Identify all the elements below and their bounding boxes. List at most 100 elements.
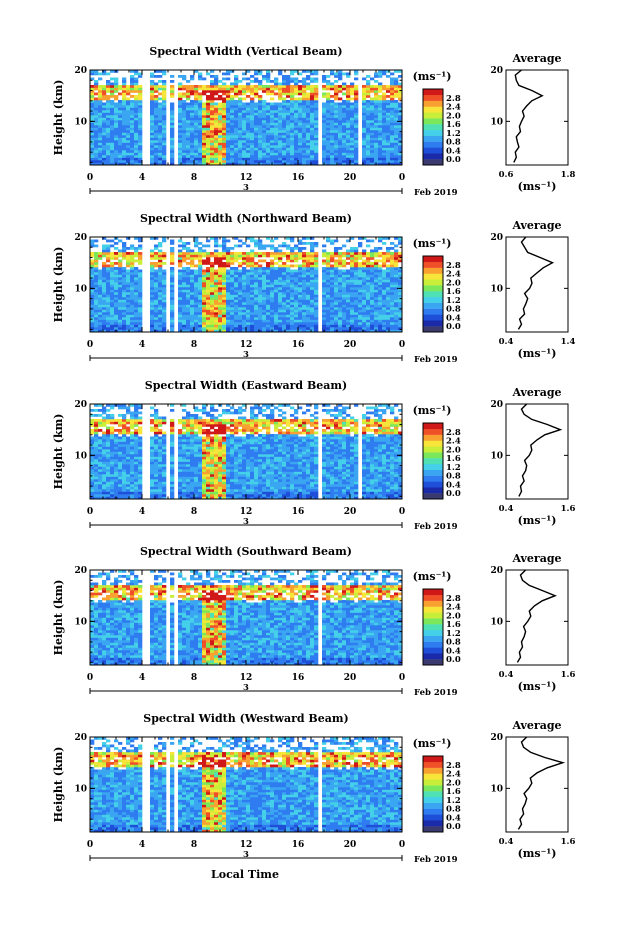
average-y-tick-label: 10	[490, 784, 503, 794]
day-label: 3	[243, 350, 249, 360]
y-axis-label: Height (km)	[52, 414, 65, 490]
x-tick-label: 0	[87, 673, 93, 683]
x-tick-label: 0	[87, 173, 93, 183]
colorbar-tick-label: 2.0	[446, 445, 461, 455]
average-x-tick-label: 0.4	[499, 337, 514, 347]
colorbar-tick-label: 2.0	[446, 278, 461, 288]
colorbar-swatch	[423, 440, 443, 447]
colorbar-swatch	[423, 326, 443, 333]
colorbar-swatch	[423, 100, 443, 107]
x-tick-label: 12	[240, 340, 253, 350]
average-title: Average	[511, 386, 561, 399]
colorbar: (ms⁻¹) 0.00.40.81.21.62.02.42.8	[413, 237, 461, 333]
average-frame	[505, 69, 569, 166]
panel-4: Spectral Width (Southward Beam) 10 20 Heigh…	[52, 545, 575, 698]
colorbar-tick-label: 2.0	[446, 611, 461, 621]
heatmap	[90, 70, 403, 166]
colorbar-swatch	[423, 469, 443, 476]
average-x-label: (ms⁻¹)	[518, 347, 557, 360]
x-tick-label: 0	[399, 673, 405, 683]
heatmap	[90, 404, 403, 500]
colorbar-tick-label: 2.8	[446, 594, 461, 604]
colorbar-tick-label: 0.8	[446, 138, 461, 148]
colorbar-tick-label: 2.0	[446, 111, 461, 121]
date-label: Feb 2019	[414, 688, 458, 698]
colorbar-tick-label: 1.2	[446, 629, 461, 639]
average-title: Average	[511, 719, 561, 732]
heatmap	[90, 237, 403, 333]
colorbar-swatch	[423, 423, 443, 430]
colorbar-tick-label: 2.4	[446, 103, 461, 113]
colorbar-tick-label: 0.8	[446, 638, 461, 648]
y-axis-label: Height (km)	[52, 580, 65, 656]
colorbar-swatch	[423, 653, 443, 660]
colorbar-unit: (ms⁻¹)	[413, 570, 452, 583]
date-label: Feb 2019	[414, 522, 458, 532]
colorbar-swatch	[423, 285, 443, 292]
x-tick-label: 8	[191, 173, 197, 183]
colorbar-swatch	[423, 820, 443, 827]
colorbar-unit: (ms⁻¹)	[413, 404, 452, 417]
colorbar-tick-label: 0.0	[446, 822, 461, 832]
y-tick-label: 20	[74, 733, 87, 743]
colorbar-unit: (ms⁻¹)	[413, 237, 452, 250]
colorbar-tick-label: 0.0	[446, 155, 461, 165]
average-y-tick-label: 20	[490, 400, 503, 410]
colorbar-swatch	[423, 589, 443, 596]
average-frame	[505, 569, 569, 666]
x-tick-label: 0	[87, 507, 93, 517]
colorbar-swatch	[423, 112, 443, 119]
y-tick-label: 10	[74, 284, 87, 294]
colorbar-swatch	[423, 463, 443, 470]
colorbar-swatch	[423, 118, 443, 125]
colorbar-tick-label: 0.0	[446, 489, 461, 499]
x-tick-label: 16	[292, 340, 305, 350]
colorbar-swatch	[423, 635, 443, 642]
colorbar-swatch	[423, 135, 443, 142]
colorbar-tick-label: 2.8	[446, 94, 461, 104]
average-x-tick-label: 1.4	[561, 337, 576, 347]
x-tick-label: 0	[399, 173, 405, 183]
average-profile-line	[516, 569, 557, 663]
date-label: Feb 2019	[414, 355, 458, 365]
x-tick-label: 8	[191, 507, 197, 517]
y-axis-label: Height (km)	[52, 80, 65, 156]
average-x-tick-label: 1.6	[561, 504, 576, 514]
colorbar-tick-label: 1.2	[446, 129, 461, 139]
x-tick-label: 0	[399, 340, 405, 350]
y-tick-label: 10	[74, 784, 87, 794]
colorbar-swatch	[423, 428, 443, 435]
x-tick-label: 12	[240, 507, 253, 517]
colorbar-swatch	[423, 606, 443, 613]
date-label: Feb 2019	[414, 855, 458, 865]
average-profile-line	[517, 736, 566, 830]
average-x-label: (ms⁻¹)	[518, 180, 557, 193]
colorbar-swatch	[423, 487, 443, 494]
colorbar-swatch	[423, 612, 443, 619]
colorbar-swatch	[423, 458, 443, 465]
colorbar-tick-label: 1.6	[446, 620, 461, 630]
colorbar-swatch	[423, 308, 443, 315]
x-tick-label: 8	[191, 673, 197, 683]
chart-title: Spectral Width (Vertical Beam)	[149, 45, 342, 58]
average-profile: Average 10 20 0.4 1.6 (ms⁻¹)	[490, 719, 575, 860]
average-x-tick-label: 1.6	[561, 837, 576, 847]
average-x-tick-label: 1.8	[561, 170, 576, 180]
average-frame	[505, 736, 569, 833]
colorbar-swatch	[423, 808, 443, 815]
x-tick-label: 8	[191, 340, 197, 350]
colorbar-tick-label: 0.0	[446, 655, 461, 665]
colorbar-swatch	[423, 320, 443, 327]
average-y-tick-label: 10	[490, 451, 503, 461]
colorbar-swatch	[423, 141, 443, 148]
colorbar-tick-label: 2.4	[446, 270, 461, 280]
x-tick-label: 8	[191, 840, 197, 850]
colorbar-swatch	[423, 761, 443, 768]
colorbar-tick-label: 0.4	[446, 813, 461, 823]
average-y-tick-label: 20	[490, 233, 503, 243]
chart-title: Spectral Width (Westward Beam)	[143, 712, 348, 725]
x-tick-label: 16	[292, 673, 305, 683]
colorbar-tick-label: 1.2	[446, 296, 461, 306]
colorbar-swatch	[423, 756, 443, 763]
colorbar-tick-label: 1.6	[446, 120, 461, 130]
